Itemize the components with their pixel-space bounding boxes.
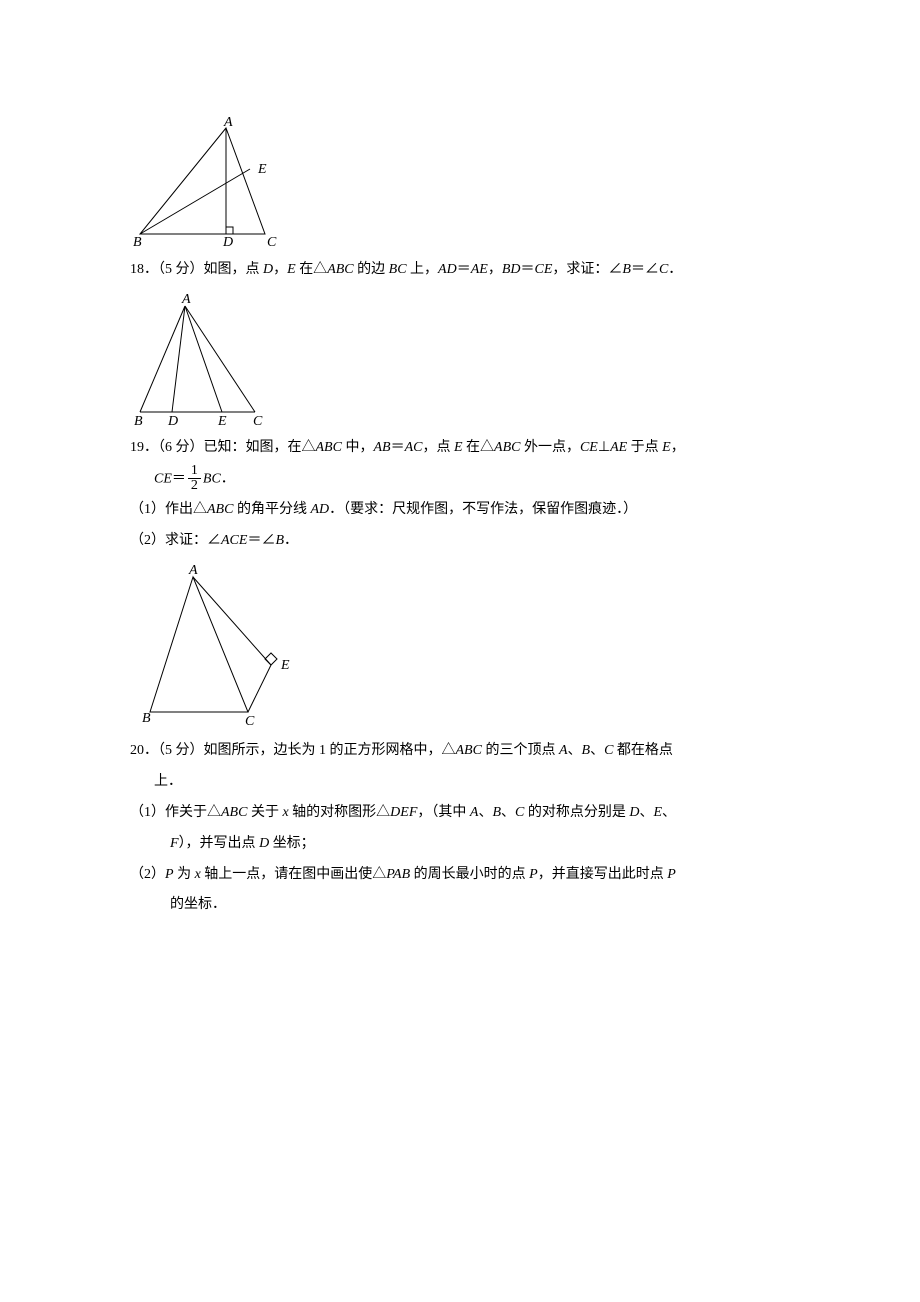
svg-text:B: B xyxy=(142,711,151,726)
problem-19-sub1: （1）作出△ABC 的角平分线 AD．（要求：尺规作图，不写作法，保留作图痕迹．… xyxy=(130,495,790,526)
problem-points: （5 分） xyxy=(158,262,204,277)
svg-text:A: A xyxy=(181,292,191,307)
svg-text:D: D xyxy=(167,414,178,427)
problem-19-line2: CE＝12BC． xyxy=(130,464,790,495)
svg-text:C: C xyxy=(267,235,277,249)
problem-number: 19． xyxy=(130,440,158,455)
problem-number: 18． xyxy=(130,262,158,277)
svg-text:A: A xyxy=(188,563,198,578)
problem-19-line1: 19．（6 分）已知：如图，在△ABC 中，AB＝AC，点 E 在△ABC 外一… xyxy=(130,433,790,464)
problem-points: （6 分） xyxy=(158,440,204,455)
problem-20-sub2-line1: （2）P 为 x 轴上一点，请在图中画出使△PAB 的周长最小时的点 P，并直接… xyxy=(130,860,790,891)
svg-text:D: D xyxy=(222,235,233,249)
subpart-label: （2） xyxy=(130,533,165,548)
problem-18-statement: 18．（5 分）如图，点 D，E 在△ABC 的边 BC 上，AD＝AE，BD＝… xyxy=(130,255,790,286)
problem-20-line2: 上． xyxy=(130,767,790,798)
problem-number: 20． xyxy=(130,743,158,758)
svg-text:C: C xyxy=(245,714,255,729)
svg-text:A: A xyxy=(223,116,233,130)
svg-text:E: E xyxy=(217,414,227,427)
svg-text:B: B xyxy=(134,414,143,427)
svg-text:C: C xyxy=(253,414,263,427)
problem-20-line1: 20．（5 分）如图所示，边长为 1 的正方形网格中，△ABC 的三个顶点 A、… xyxy=(130,736,790,767)
figure-19: A B C E xyxy=(138,562,303,730)
subpart-label: （1） xyxy=(130,805,165,820)
figure-18: A B D E C xyxy=(130,292,280,427)
fraction-one-half: 12 xyxy=(188,464,201,494)
subpart-label: （2） xyxy=(130,867,165,882)
svg-text:E: E xyxy=(257,162,267,177)
svg-text:B: B xyxy=(133,235,142,249)
problem-19-sub2: （2）求证：∠ACE＝∠B． xyxy=(130,526,790,557)
problem-points: （5 分） xyxy=(158,743,204,758)
figure-top-triangle: A B C D E xyxy=(130,116,280,249)
problem-20-sub1-line1: （1）作关于△ABC 关于 x 轴的对称图形△DEF，（其中 A、B、C 的对称… xyxy=(130,798,790,829)
page-content: A B C D E 18．（5 分）如图，点 D，E 在△ABC 的边 BC 上… xyxy=(0,0,920,961)
subpart-label: （1） xyxy=(130,502,165,517)
problem-20-sub2-line2: 的坐标． xyxy=(130,890,790,921)
problem-20-sub1-line2: F），并写出点 D 坐标； xyxy=(130,829,790,860)
svg-text:E: E xyxy=(280,658,290,673)
